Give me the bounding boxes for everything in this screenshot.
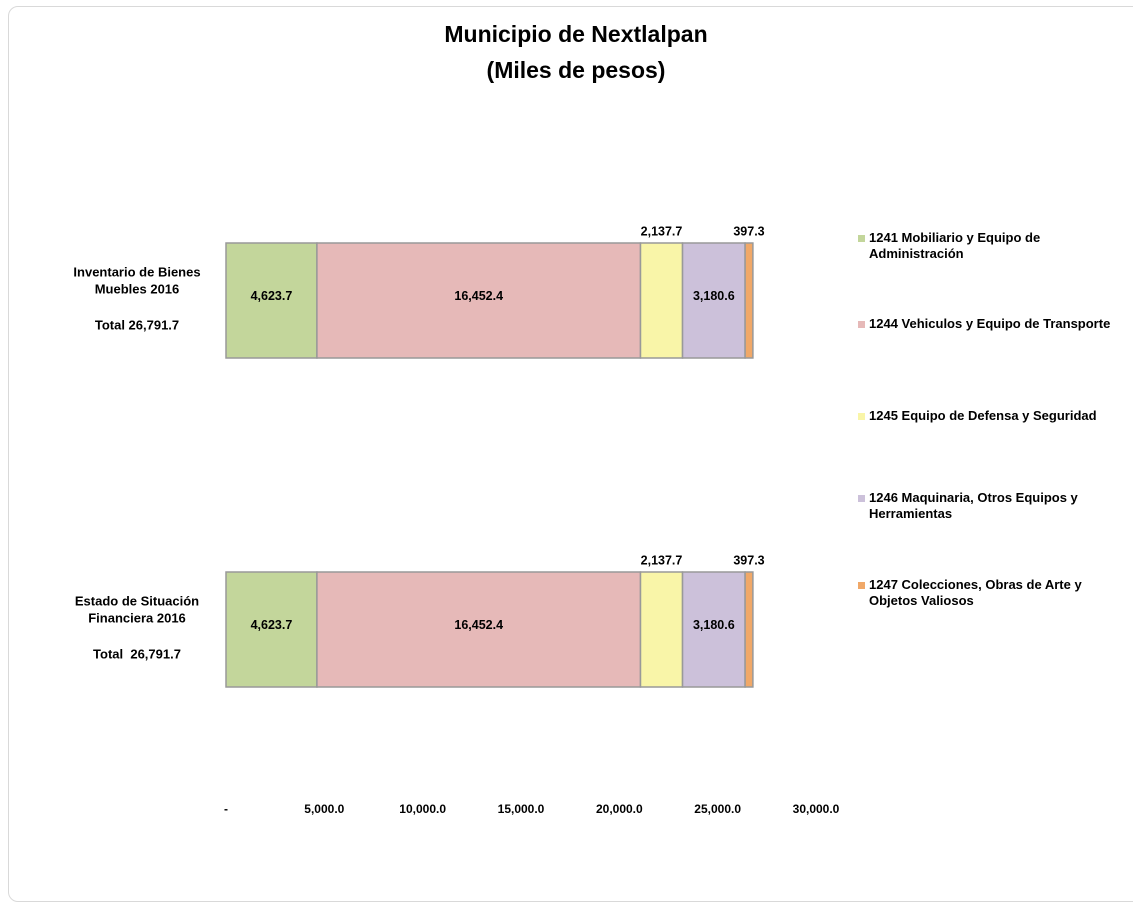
x-tick-label: 20,000.0 <box>596 802 643 816</box>
bar-segment <box>681 571 746 688</box>
legend-label: 1245 Equipo de Defensa y Seguridad <box>869 408 1097 423</box>
legend-item: 1247 Colecciones, Obras de Arte y Objeto… <box>858 577 1120 609</box>
category-label: Financiera 2016 <box>88 610 186 625</box>
category-label: Estado de Situación <box>75 593 199 608</box>
bar-segment <box>316 242 642 359</box>
bar-segment <box>316 571 642 688</box>
data-label: 2,137.7 <box>641 224 683 238</box>
x-tick-label: 5,000.0 <box>304 802 344 816</box>
category-label: Muebles 2016 <box>95 281 180 296</box>
legend-swatch <box>858 413 865 420</box>
legend-item: 1241 Mobiliario y Equipo de Administraci… <box>858 230 1120 262</box>
data-label: 16,452.4 <box>454 289 503 303</box>
chart-subtitle: (Miles de pesos) <box>487 57 666 83</box>
data-label: 3,180.6 <box>693 618 735 632</box>
data-label: 4,623.7 <box>251 289 293 303</box>
bar-segment <box>225 571 318 688</box>
x-tick-label: 30,000.0 <box>793 802 840 816</box>
legend-label: 1247 Colecciones, Obras de Arte y Objeto… <box>869 577 1082 608</box>
legend-label: 1244 Vehiculos y Equipo de Transporte <box>869 316 1111 331</box>
data-label: 4,623.7 <box>251 618 293 632</box>
bar-segment <box>639 242 684 359</box>
x-tick-label: - <box>224 802 228 816</box>
legend-label: 1246 Maquinaria, Otros Equipos y Herrami… <box>869 490 1078 521</box>
legend-label: 1241 Mobiliario y Equipo de Administraci… <box>869 230 1041 261</box>
data-label: 2,137.7 <box>641 553 683 567</box>
legend-swatch <box>858 235 865 242</box>
data-label: 397.3 <box>733 553 764 567</box>
legend-item: 1246 Maquinaria, Otros Equipos y Herrami… <box>858 490 1120 522</box>
data-label: 3,180.6 <box>693 289 735 303</box>
chart-card <box>8 6 1133 902</box>
legend-item: 1244 Vehiculos y Equipo de Transporte <box>858 316 1120 332</box>
x-tick-label: 10,000.0 <box>399 802 446 816</box>
bar-segment <box>744 242 754 359</box>
legend-item: 1245 Equipo de Defensa y Seguridad <box>858 408 1120 424</box>
category-label: Total 26,791.7 <box>93 646 181 661</box>
x-tick-label: 15,000.0 <box>498 802 545 816</box>
category-label: Total 26,791.7 <box>95 317 179 332</box>
bar-segment <box>681 242 746 359</box>
bar-segment <box>225 242 318 359</box>
data-label: 16,452.4 <box>454 618 503 632</box>
chart-title: Municipio de Nextlalpan <box>444 21 707 47</box>
data-label: 397.3 <box>733 224 764 238</box>
legend-swatch <box>858 582 865 589</box>
bar-segment <box>639 571 684 688</box>
category-label: Inventario de Bienes <box>73 264 200 279</box>
legend-swatch <box>858 495 865 502</box>
bar-segment <box>744 571 754 688</box>
x-tick-label: 25,000.0 <box>694 802 741 816</box>
legend-swatch <box>858 321 865 328</box>
